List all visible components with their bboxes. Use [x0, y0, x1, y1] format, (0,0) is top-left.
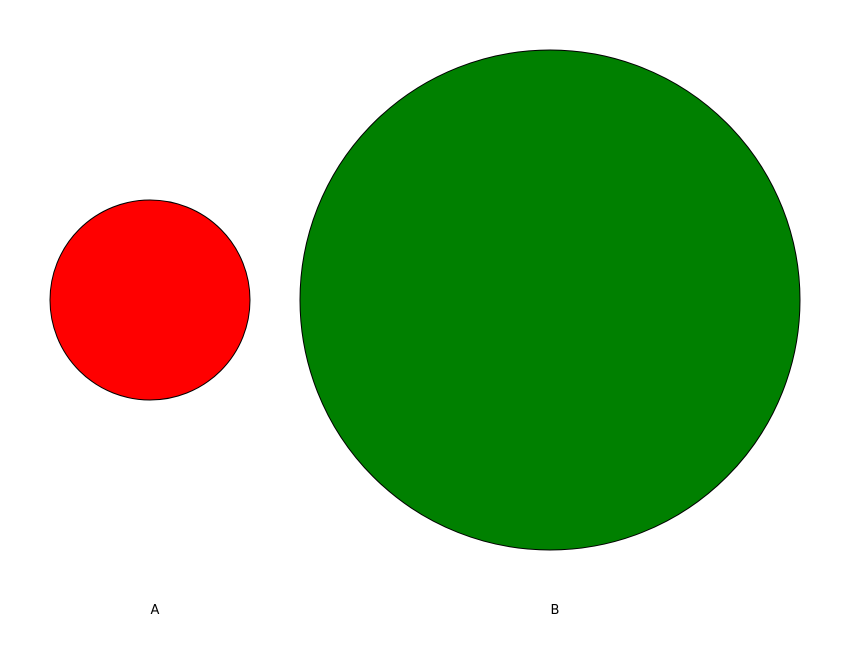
label-a: A [151, 603, 160, 618]
label-b: B [551, 603, 560, 618]
circle-b [299, 49, 801, 551]
circle-a [49, 199, 251, 401]
